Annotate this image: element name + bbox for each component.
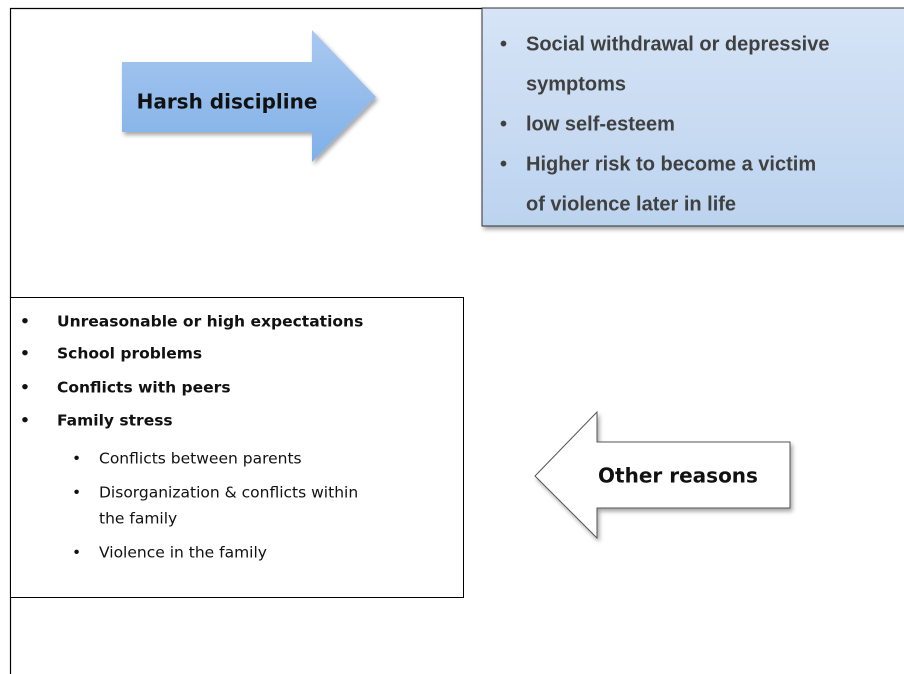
cause-text: Conflicts with peers xyxy=(57,379,231,397)
other-arrow xyxy=(534,410,791,540)
sub-bullet: • xyxy=(72,544,81,562)
harsh-arrow xyxy=(122,30,376,162)
sub-cause-text: Violence in the family xyxy=(99,544,267,562)
bullet: • xyxy=(20,313,30,331)
outcomes-box xyxy=(481,7,904,227)
sub-cause-text: Conflicts between parents xyxy=(99,450,302,468)
bullet: • xyxy=(500,113,507,135)
outcome-text: symptoms xyxy=(526,73,626,95)
causes-box xyxy=(10,297,464,598)
cause-text: Family stress xyxy=(57,412,173,430)
bullet: • xyxy=(20,345,30,363)
bullet: • xyxy=(500,153,507,175)
other-label: Other reasons xyxy=(598,464,758,488)
outcome-text: of violence later in life xyxy=(526,193,736,215)
cause-text: School problems xyxy=(57,345,202,363)
sub-bullet: • xyxy=(72,450,81,468)
causes-list: • Unreasonable or high expectations • Schoo… xyxy=(20,313,363,562)
outcome-text: Higher risk to become a victim xyxy=(526,153,816,175)
sub-bullet: • xyxy=(72,484,81,502)
outcome-text: low self-esteem xyxy=(526,113,675,135)
sub-cause-text: the family xyxy=(99,510,177,528)
bullet: • xyxy=(20,412,30,430)
outcomes-list: • Social withdrawal or depressive symptoms… xyxy=(500,33,829,215)
sub-cause-text: Disorganization & conflicts within xyxy=(99,484,358,502)
cause-text: Unreasonable or high expectations xyxy=(57,313,363,331)
harsh-label: Harsh discipline xyxy=(137,90,318,114)
outcome-text: Social withdrawal or depressive xyxy=(526,33,829,55)
bullet: • xyxy=(20,379,30,397)
bullet: • xyxy=(500,33,507,55)
